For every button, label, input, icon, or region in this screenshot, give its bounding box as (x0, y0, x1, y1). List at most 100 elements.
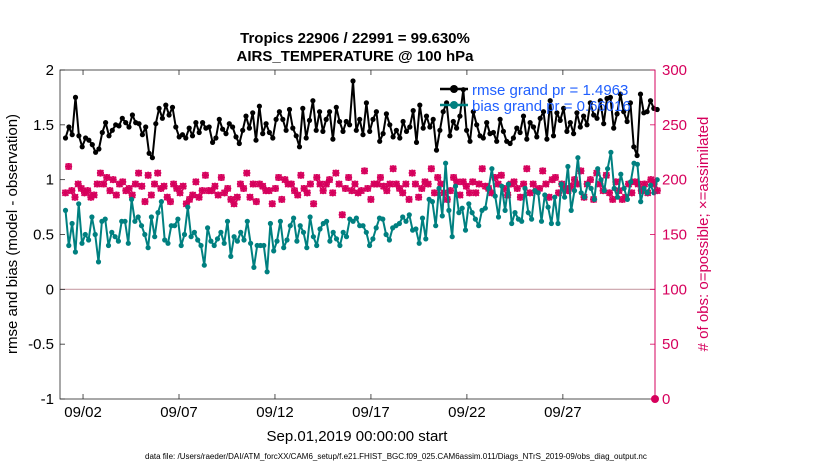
bias-point (505, 181, 511, 187)
bias-point (248, 240, 254, 246)
bias-point (545, 204, 551, 210)
obs-assimilated-marker (275, 173, 283, 182)
obs-assimilated-marker (555, 189, 563, 197)
rmse-point (330, 136, 336, 142)
obs-assimilated-marker (278, 195, 286, 203)
rmse-point (337, 118, 343, 125)
obs-assimilated-marker (287, 180, 295, 188)
rmse-point (253, 137, 259, 143)
rmse-point (470, 109, 476, 115)
bias-point (396, 220, 402, 227)
rmse-point (510, 135, 516, 141)
bias-point (195, 237, 201, 243)
obs-assimilated-marker (650, 180, 658, 188)
rmse-point (597, 98, 603, 104)
rmse-point (323, 116, 329, 122)
rmse-point (76, 133, 82, 139)
bias-point (525, 210, 531, 216)
rmse-point (116, 123, 122, 129)
bias-point (105, 242, 112, 249)
obs-assimilated-marker (430, 189, 439, 197)
rmse-point (544, 136, 550, 142)
bias-point (135, 214, 141, 220)
bias-point (459, 205, 465, 211)
bias-point (294, 238, 300, 244)
rmse-point (557, 117, 563, 123)
x-tick-label: 09/22 (448, 404, 486, 421)
rmse-point (86, 137, 92, 143)
bias-point (333, 236, 340, 242)
obs-assimilated-marker (271, 184, 279, 193)
bias-point (416, 240, 422, 246)
rmse-point (293, 133, 299, 139)
obs-assimilated-marker (539, 167, 547, 175)
axes: -1 -0.5 0 0.5 1 1.5 2 0 50 100 150 200 250 300 09/02 09… (28, 62, 687, 421)
rmse-point (594, 115, 600, 121)
bias-point (591, 196, 598, 202)
obs-assimilated-marker (198, 187, 206, 195)
rmse-point (149, 155, 155, 161)
obs-assimilated-marker (380, 182, 388, 190)
rmse-point (200, 120, 206, 126)
obs-assimilated-marker (625, 180, 633, 188)
obs-assimilated-marker (100, 180, 108, 188)
obs-assimilated-marker (351, 180, 359, 188)
obs-assimilated-marker (392, 180, 400, 188)
rmse-point (109, 127, 115, 133)
obs-assimilated-marker (348, 187, 356, 195)
bias-point (330, 229, 336, 235)
obs-assimilated-marker (173, 184, 181, 193)
rmse-point (484, 120, 490, 126)
rmse-point (139, 132, 145, 138)
bias-point (214, 236, 221, 242)
bias-point (224, 218, 231, 224)
obs-assimilated-marker (294, 191, 302, 199)
obs-assimilated-marker (475, 180, 483, 188)
bias-point (575, 155, 581, 161)
obs-assimilated-marker (500, 184, 509, 193)
rmse-point (370, 116, 376, 122)
bias-point (624, 196, 631, 202)
rmse-point (494, 138, 500, 144)
rmse-point (601, 121, 607, 127)
rmse-point (571, 131, 577, 137)
bias-point (76, 201, 82, 207)
obs-assimilated-marker (405, 195, 413, 203)
obs-assimilated-marker (135, 169, 143, 177)
obs-assimilated-marker (408, 169, 416, 177)
bias-markers (62, 149, 660, 275)
obs-assimilated-marker (236, 180, 244, 188)
bias-point (145, 245, 151, 251)
obs-assimilated-marker (233, 193, 241, 201)
rmse-point (457, 113, 463, 119)
obs-assimilated-marker (605, 189, 614, 197)
bias-point (651, 190, 657, 196)
obs-assimilated-marker (526, 189, 534, 197)
rmse-point (517, 129, 523, 136)
rmse-point (437, 127, 443, 133)
rmse-point (644, 109, 650, 115)
bias-point (198, 242, 204, 249)
bias-point (155, 210, 161, 216)
obs-assimilated-marker (535, 184, 544, 193)
obs-assimilated-marker (418, 184, 426, 193)
obs-assimilated-marker (577, 167, 585, 175)
obs-assimilated-marker (520, 180, 528, 188)
bias-point (178, 242, 184, 249)
bias-point (66, 242, 72, 249)
obs-assimilated-marker (217, 173, 225, 182)
bias-point (231, 234, 237, 240)
bias-point (211, 242, 217, 249)
bias-point (324, 218, 330, 224)
obs-assimilated-marker (338, 211, 346, 219)
bias-point (264, 269, 270, 275)
obs-assimilated-marker (513, 184, 521, 193)
bias-point (383, 231, 389, 238)
bias-point (433, 223, 439, 229)
rmse-point (280, 116, 286, 122)
obs-assimilated-marker (446, 187, 454, 195)
bias-point (208, 238, 214, 244)
rmse-point (303, 135, 309, 141)
bias-point (115, 238, 121, 244)
